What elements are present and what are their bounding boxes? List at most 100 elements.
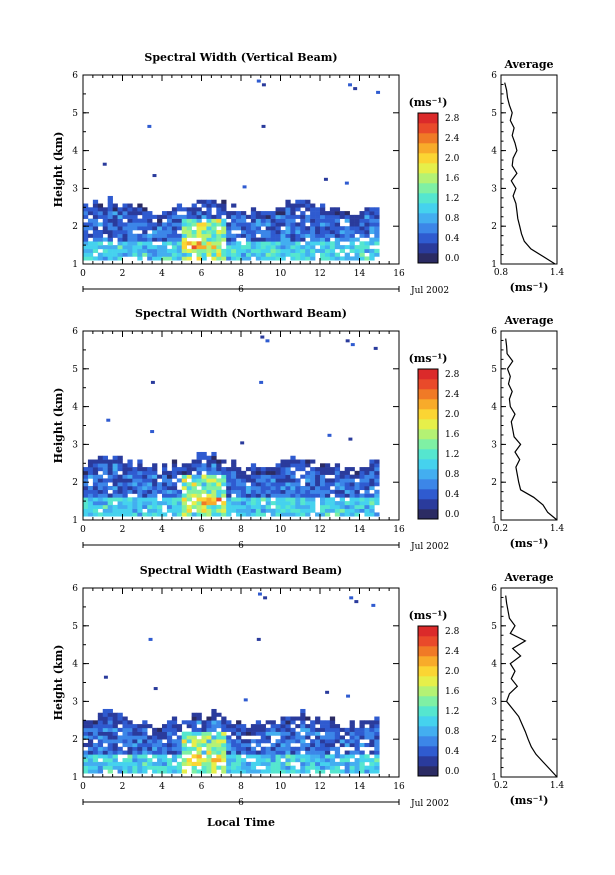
heatmap-cell — [255, 739, 262, 744]
heatmap-cell — [127, 207, 133, 212]
heatmap-cell — [245, 501, 252, 506]
heatmap-cell — [265, 769, 271, 774]
profile-y-tick-label: 5 — [491, 109, 497, 119]
heatmap-cell — [260, 248, 266, 253]
heatmap-cell — [310, 207, 316, 212]
heatmap-cell — [196, 451, 202, 457]
heatmap-cell — [270, 478, 276, 483]
colorbar: (ms⁻¹)0.00.40.81.21.62.02.42.8 — [409, 96, 460, 264]
heatmap-cell — [339, 504, 345, 509]
heatmap-cell — [265, 489, 271, 494]
heatmap-cell — [329, 758, 336, 763]
heatmap-cell — [206, 758, 212, 763]
heatmap-cell — [152, 474, 158, 479]
heatmap-cell — [324, 504, 331, 509]
heatmap-cell — [265, 739, 271, 744]
heatmap-cell — [369, 470, 375, 475]
heatmap-cell — [349, 742, 355, 748]
heatmap-cell — [349, 256, 355, 261]
heatmap-cell — [359, 256, 365, 261]
heatmap-cell — [157, 750, 163, 755]
x-tick-label: 16 — [393, 782, 405, 792]
heatmap-cell — [162, 229, 168, 235]
profile-y-tick-label: 3 — [491, 184, 497, 194]
heatmap-cell — [83, 214, 89, 219]
heatmap-cell — [83, 512, 89, 517]
y-axis-label: Height (km) — [52, 645, 65, 721]
heatmap-cell — [305, 504, 311, 509]
colorbar-tick-label: 0.4 — [445, 234, 460, 244]
heatmap-cell — [334, 214, 341, 219]
heatmap-cell — [102, 512, 108, 517]
heatmap-cell — [339, 470, 345, 475]
heatmap-cell — [102, 497, 108, 502]
heatmap-cell — [270, 474, 276, 479]
heatmap-cell — [245, 474, 252, 479]
heatmap-cell — [191, 214, 197, 219]
heatmap-cell — [270, 470, 276, 475]
heatmap-cell — [324, 237, 331, 242]
heatmap-cell — [270, 761, 276, 766]
heatmap-cell — [117, 508, 123, 513]
heatmap-cell — [374, 742, 380, 748]
heatmap-cell — [231, 742, 237, 748]
heatmap-cell — [369, 463, 375, 468]
heatmap-cell — [102, 248, 108, 253]
heatmap-cell — [147, 214, 153, 219]
heatmap-cell — [102, 245, 108, 250]
heatmap-cell — [147, 512, 153, 517]
heatmap-cell — [364, 504, 370, 509]
heatmap-cell — [107, 218, 113, 223]
heatmap-cell — [127, 218, 133, 223]
heatmap-cell — [186, 508, 192, 513]
heatmap-cell — [241, 739, 247, 744]
heatmap-cell — [206, 482, 212, 487]
heatmap-cell — [255, 501, 262, 506]
heatmap-cell — [162, 470, 168, 475]
heatmap-cell — [300, 463, 306, 468]
heatmap-cell — [255, 478, 262, 483]
heatmap-cell — [196, 478, 202, 483]
heatmap-cell — [320, 504, 326, 509]
heatmap-cell — [137, 504, 143, 509]
heatmap-cell — [241, 470, 247, 475]
heatmap-cell — [107, 252, 113, 257]
heatmap-cell — [231, 731, 237, 736]
heatmap-cell — [364, 731, 370, 736]
heatmap-cell — [201, 226, 207, 231]
heatmap-cell — [157, 501, 163, 506]
heatmap-cell — [364, 467, 370, 472]
heatmap-cell — [137, 731, 143, 736]
heatmap-cell — [290, 716, 296, 721]
heatmap-cell — [117, 727, 123, 732]
colorbar-swatch — [418, 686, 438, 697]
colorbar-swatch — [418, 646, 438, 657]
heatmap-cell — [245, 742, 252, 748]
heatmap-cell — [290, 203, 296, 208]
heatmap-cell — [201, 742, 207, 748]
heatmap-cell — [206, 237, 212, 242]
heatmap-cell — [186, 207, 192, 212]
heatmap-cell — [255, 512, 262, 517]
heatmap-cell — [196, 720, 202, 725]
heatmap-cell — [260, 504, 266, 509]
heatmap-cell — [157, 746, 163, 751]
heatmap-cell — [364, 501, 370, 506]
heatmap-cell — [191, 724, 197, 729]
heatmap-cell — [354, 497, 360, 502]
heatmap-cell — [295, 467, 301, 472]
heatmap-cell — [300, 512, 306, 517]
heatmap-cell — [122, 203, 128, 208]
heatmap-cell — [245, 754, 252, 759]
heatmap-cell — [374, 512, 380, 517]
heatmap-cell — [211, 214, 217, 219]
heatmap-cell — [211, 769, 217, 774]
heatmap-cell — [142, 739, 148, 744]
heatmap-cell — [334, 233, 341, 238]
heatmap-cell — [231, 746, 237, 751]
colorbar-swatch — [418, 183, 438, 194]
heatmap-cell — [226, 512, 232, 517]
heatmap-cell — [92, 761, 99, 766]
heatmap-cell — [334, 754, 341, 759]
heatmap-cell — [369, 256, 375, 261]
